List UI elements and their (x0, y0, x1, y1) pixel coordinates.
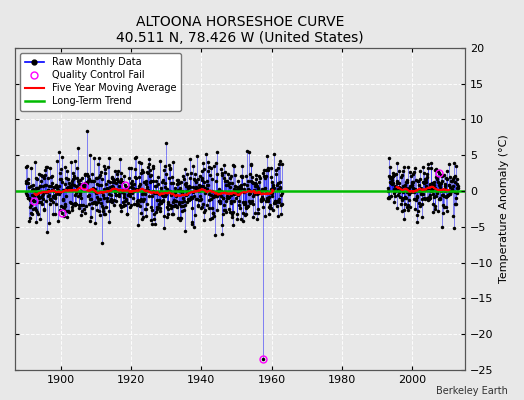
Text: Berkeley Earth: Berkeley Earth (436, 386, 508, 396)
Legend: Raw Monthly Data, Quality Control Fail, Five Year Moving Average, Long-Term Tren: Raw Monthly Data, Quality Control Fail, … (20, 53, 181, 111)
Title: ALTOONA HORSESHOE CURVE
40.511 N, 78.426 W (United States): ALTOONA HORSESHOE CURVE 40.511 N, 78.426… (116, 15, 364, 45)
Y-axis label: Temperature Anomaly (°C): Temperature Anomaly (°C) (499, 134, 509, 283)
